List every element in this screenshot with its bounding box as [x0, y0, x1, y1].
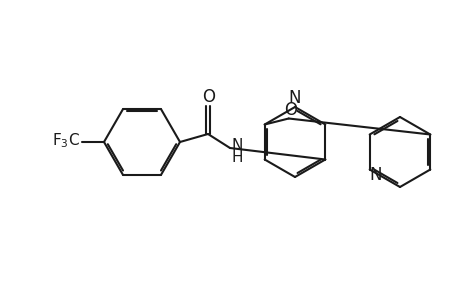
Text: N: N [288, 89, 301, 107]
Text: O: O [284, 100, 297, 118]
Text: N: N [369, 166, 381, 184]
Text: N: N [231, 137, 242, 152]
Text: H: H [231, 149, 242, 164]
Text: O: O [202, 88, 215, 106]
Text: $\mathsf{F_3C}$: $\mathsf{F_3C}$ [52, 132, 80, 150]
